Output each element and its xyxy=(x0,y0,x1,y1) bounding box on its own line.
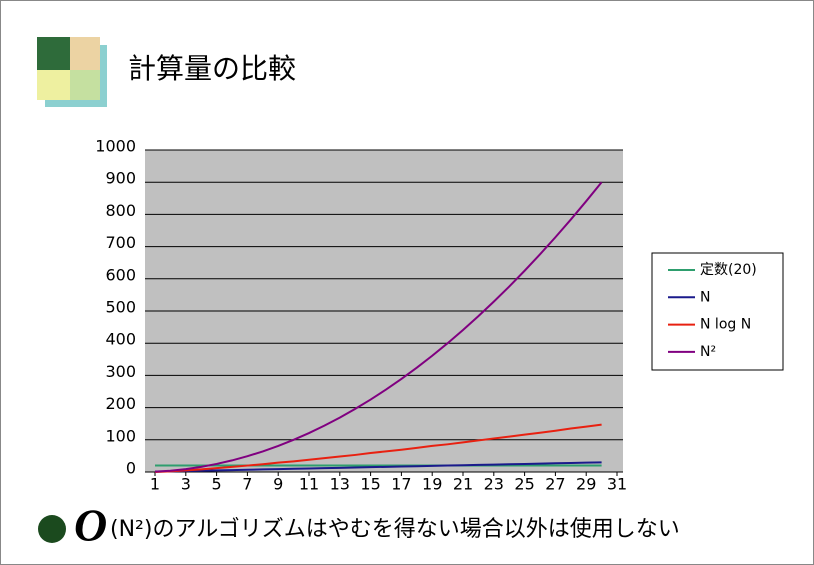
legend-box xyxy=(651,252,784,371)
y-tick-label: 800 xyxy=(105,201,136,220)
x-tick-label: 27 xyxy=(545,475,565,494)
legend-label: N xyxy=(700,289,710,305)
x-tick-label: 1 xyxy=(150,475,160,494)
y-tick-label: 1000 xyxy=(95,137,136,156)
x-tick-label: 29 xyxy=(576,475,596,494)
slide-title: 計算量の比較 xyxy=(128,52,296,85)
x-tick-label: 9 xyxy=(273,475,283,494)
x-tick-label: 3 xyxy=(181,475,191,494)
legend-label: 定数(20) xyxy=(700,262,757,278)
x-tick-label: 7 xyxy=(242,475,252,494)
x-tick-label: 23 xyxy=(484,475,504,494)
x-tick-label: 19 xyxy=(422,475,442,494)
legend-label: N² xyxy=(700,344,716,360)
y-tick-label: 200 xyxy=(105,394,136,413)
y-tick-label: 100 xyxy=(105,426,136,445)
x-tick-label: 31 xyxy=(607,475,627,494)
x-tick-label: 11 xyxy=(299,475,319,494)
legend-label: N log N xyxy=(700,317,751,333)
decor-square xyxy=(70,37,100,70)
decor-square xyxy=(37,37,70,70)
big-o: O xyxy=(74,500,107,551)
decor-square xyxy=(37,70,70,100)
y-tick-label: 900 xyxy=(105,169,136,188)
y-tick-label: 500 xyxy=(105,298,136,317)
bullet xyxy=(38,515,66,543)
series-line xyxy=(154,461,602,473)
x-tick-label: 25 xyxy=(514,475,534,494)
y-tick-label: 0 xyxy=(126,459,136,478)
series-line xyxy=(154,423,602,473)
y-tick-label: 400 xyxy=(105,330,136,349)
x-tick-label: 13 xyxy=(330,475,350,494)
x-tick-label: 5 xyxy=(212,475,222,494)
x-tick-label: 15 xyxy=(360,475,380,494)
y-tick-label: 600 xyxy=(105,265,136,284)
x-tick-label: 17 xyxy=(391,475,411,494)
y-tick-label: 300 xyxy=(105,362,136,381)
series-line xyxy=(154,181,603,473)
decor-square xyxy=(70,70,100,100)
footer-text: (N²)のアルゴリズムはやむを得ない場合以外は使用しない xyxy=(110,517,680,542)
x-tick-label: 21 xyxy=(453,475,473,494)
y-tick-label: 700 xyxy=(105,233,136,252)
